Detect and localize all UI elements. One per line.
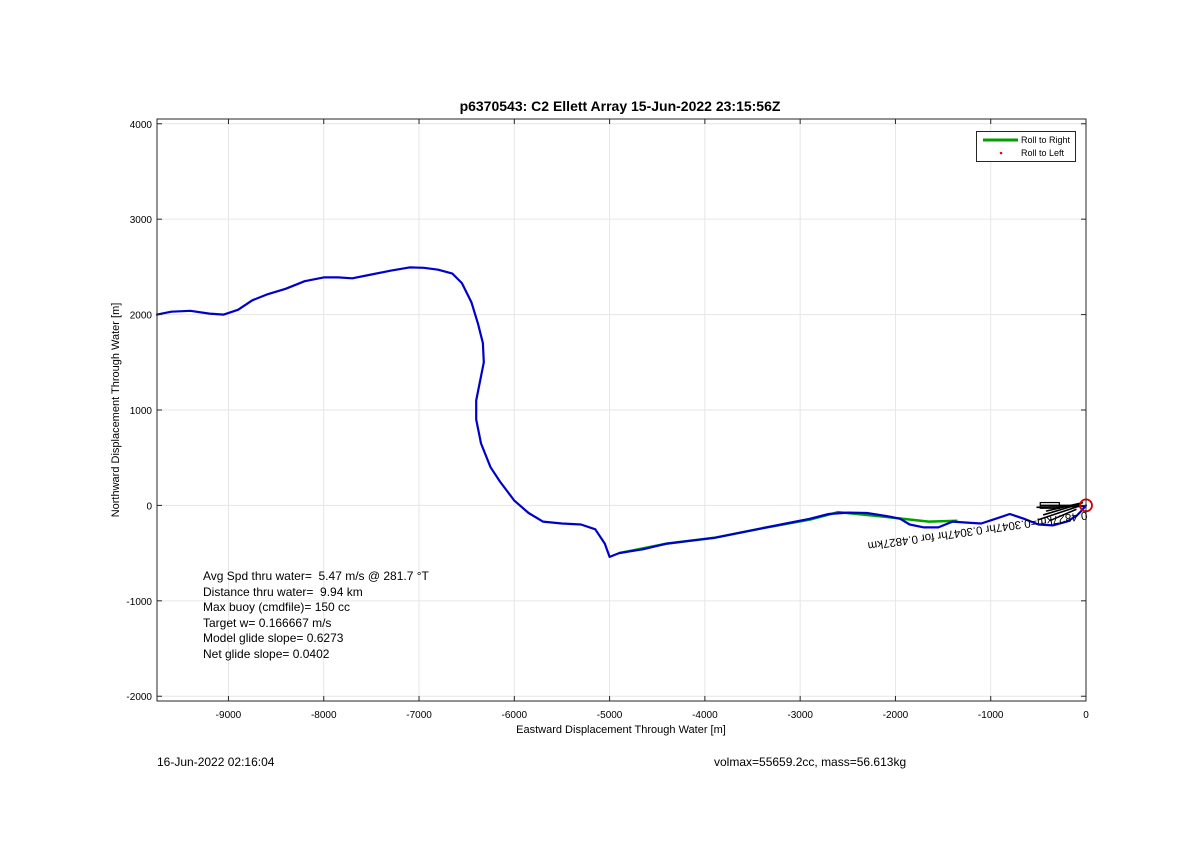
y-tick-label: 2000: [130, 311, 153, 322]
footer-datetime: 16-Jun-2022 02:16:04: [157, 755, 275, 769]
heading-vector: [1038, 505, 1079, 521]
y-axis-label: Northward Displacement Through Water [m]: [110, 303, 122, 518]
legend-dot-swatch: [999, 151, 1003, 155]
y-tick-label: 0: [146, 501, 152, 512]
x-tick-label: -8000: [311, 710, 337, 721]
track-annotation: 0.4827km=0.3047hr 0.3047hr for 0.4827km: [867, 509, 1088, 552]
legend-line-swatch: [983, 138, 1018, 142]
heading-vector: [1049, 508, 1077, 522]
legend-item-roll-right: Roll to Right: [977, 134, 1075, 146]
y-tick-label: 4000: [130, 120, 153, 131]
stats-block: Avg Spd thru water= 5.47 m/s @ 281.7 °T …: [203, 569, 429, 663]
axes-box: [156, 118, 1087, 702]
legend-label: Roll to Right: [1021, 135, 1071, 145]
y-tick-label: -1000: [126, 597, 152, 608]
footer-volmax-mass: volmax=55659.2cc, mass=56.613kg: [714, 755, 907, 769]
legend-label: Roll to Left: [1021, 148, 1065, 158]
series-layer: [155, 266, 1093, 558]
stat-target-w: Target w= 0.166667 m/s: [203, 615, 332, 630]
y-tick-label: -2000: [126, 692, 152, 703]
y-tick-label: 3000: [130, 215, 153, 226]
stat-net-glide: Net glide slope= 0.0402: [203, 646, 330, 661]
x-tick-label: -1000: [978, 710, 1004, 721]
stat-max-buoy: Max buoy (cmdfile)= 150 cc: [203, 600, 351, 615]
x-tick-label: -3000: [787, 710, 813, 721]
x-tick-label: -4000: [692, 710, 718, 721]
x-tick-label: 0: [1083, 710, 1089, 721]
x-tick-label: -7000: [406, 710, 432, 721]
x-tick-label: -2000: [883, 710, 909, 721]
track-line: [155, 266, 1088, 558]
x-tick-label: -6000: [502, 710, 528, 721]
tick-labels: -9000 -8000 -7000 -6000 -5000 -4000 -3000 -2000…: [126, 120, 1089, 721]
stat-distance: Distance thru water= 9.94 km: [203, 584, 363, 599]
stat-avg-speed: Avg Spd thru water= 5.47 m/s @ 281.7 °T: [203, 569, 429, 583]
y-tick-label: 1000: [130, 406, 153, 417]
stat-model-glide: Model glide slope= 0.6273: [203, 631, 344, 646]
chart-title: p6370543: C2 Ellett Array 15-Jun-2022 23…: [459, 98, 781, 114]
x-tick-label: -9000: [216, 710, 242, 721]
waypoint-box: [1039, 501, 1060, 509]
axes: [156, 118, 1087, 702]
x-tick-label: -5000: [597, 710, 623, 721]
grid-lines: [157, 119, 1087, 701]
heading-vector: [1042, 502, 1082, 516]
x-axis-label: Eastward Displacement Through Water [m]: [516, 724, 726, 736]
legend-item-roll-left: Roll to Left: [977, 147, 1075, 159]
heading-vector: [1036, 505, 1085, 509]
legend: Roll to Right Roll to Left: [976, 131, 1076, 162]
